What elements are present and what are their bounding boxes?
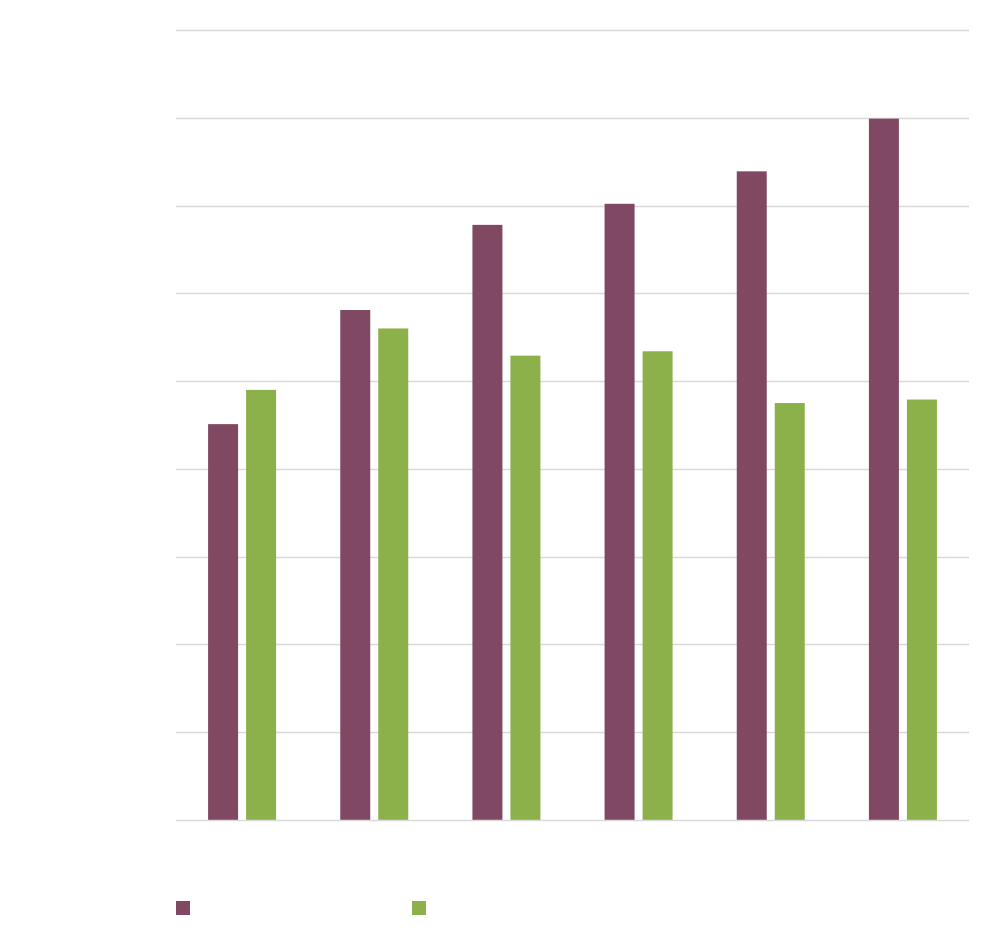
bars bbox=[208, 118, 937, 821]
bar-series-2 bbox=[906, 399, 937, 820]
bar-series-2 bbox=[510, 355, 541, 820]
bar-series-1 bbox=[604, 203, 635, 821]
bar-series-1 bbox=[340, 310, 371, 820]
bar-series-2 bbox=[774, 403, 805, 820]
legend bbox=[176, 901, 426, 915]
bar-series-2 bbox=[642, 351, 673, 820]
bar-series-1 bbox=[736, 171, 767, 821]
bar-series-1 bbox=[868, 118, 899, 820]
bar-series-1 bbox=[208, 424, 239, 820]
legend-marker-series-1 bbox=[176, 901, 190, 915]
bar-series-2 bbox=[246, 389, 277, 820]
bar-series-2 bbox=[378, 328, 409, 820]
bar-series-1 bbox=[472, 224, 503, 820]
legend-marker-series-2 bbox=[412, 901, 426, 915]
gridlines bbox=[176, 29, 969, 734]
